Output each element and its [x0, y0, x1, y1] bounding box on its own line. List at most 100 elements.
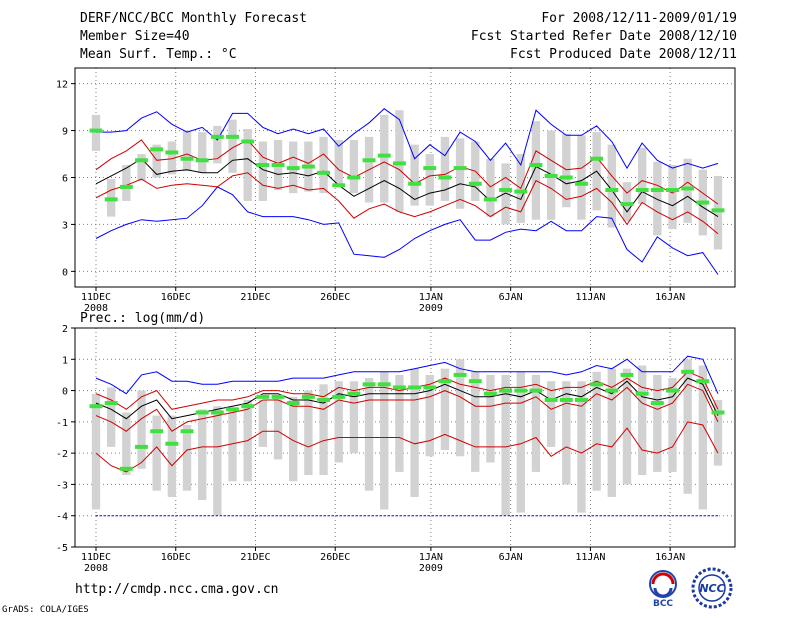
median-marker [271, 162, 285, 167]
spread-box [501, 374, 510, 516]
spread-box [289, 396, 298, 482]
median-marker [195, 158, 209, 163]
median-marker [256, 394, 270, 399]
x-tick-label: 16DEC [161, 552, 191, 563]
spread-box [713, 175, 723, 250]
median-marker [241, 404, 255, 409]
median-marker [317, 170, 331, 175]
x-tick-label: 16DEC [161, 292, 191, 303]
series-line-p25 [95, 383, 719, 432]
spread-box [91, 114, 101, 151]
forecast-started-date: Fcst Started Refer Date 2008/12/10 [470, 29, 737, 44]
median-marker [620, 202, 634, 207]
spread-box [137, 154, 146, 181]
ncc-logo: NCC [691, 567, 733, 609]
median-marker [377, 382, 391, 387]
spread-box [243, 129, 252, 201]
spread-box [455, 138, 465, 209]
spread-box [319, 384, 328, 476]
median-marker [392, 385, 406, 390]
spread-box [683, 359, 692, 494]
x-tick-label: 1JAN [419, 552, 443, 563]
spread-box [425, 374, 434, 457]
forecast-produced-date: Fcst Produced Date 2008/12/11 [510, 47, 737, 62]
website-url[interactable]: http://cmdp.ncc.cma.gov.cn [75, 582, 279, 597]
median-marker [696, 200, 710, 205]
median-marker [119, 184, 133, 189]
series-line-p25 [95, 172, 719, 235]
spread-box [167, 141, 177, 175]
y-tick-label: 0 [62, 387, 68, 398]
median-marker [347, 391, 361, 396]
x-tick-label: 11JAN [575, 552, 605, 563]
spread-box [122, 412, 131, 476]
median-marker [559, 175, 573, 180]
spread-box [516, 371, 525, 513]
spread-box [182, 424, 192, 491]
median-marker [301, 394, 315, 399]
spread-box [106, 387, 116, 447]
x-tick-label: 16JAN [655, 552, 685, 563]
median-marker [453, 372, 467, 377]
plot-frame [74, 67, 736, 288]
x-tick-label: 6JAN [499, 292, 523, 303]
y-tick-label: 1 [62, 355, 68, 366]
bcc-logo-text: BCC [653, 599, 673, 608]
spread-box [380, 114, 389, 203]
median-marker [650, 401, 664, 406]
spread-box [380, 371, 389, 510]
x-tick-label: 21DEC [240, 552, 270, 563]
median-marker [89, 404, 103, 409]
x-tick-year-label: 2008 [84, 303, 108, 314]
series-line-max [96, 108, 719, 170]
median-marker [620, 372, 634, 377]
spread-box [395, 374, 404, 472]
spread-box [198, 409, 207, 501]
x-tick-label: 26DEC [320, 552, 350, 563]
series-line-p75 [95, 371, 719, 410]
median-marker [499, 188, 513, 193]
precip-variable-label: Prec.: log(mm/d) [80, 311, 206, 326]
y-tick-label: -2 [56, 449, 68, 460]
spread-box [364, 378, 374, 491]
spread-box [592, 371, 601, 491]
y-tick-label: 12 [56, 80, 68, 91]
median-marker [241, 139, 255, 144]
median-marker [483, 391, 497, 396]
y-tick-label: 3 [62, 220, 68, 231]
spread-box [395, 110, 404, 212]
spread-box [531, 121, 541, 220]
variable-label: Mean Surf. Temp.: °C [80, 47, 237, 62]
median-marker [332, 394, 346, 399]
median-marker [438, 175, 452, 180]
spread-box [410, 368, 419, 497]
series-line-min [95, 186, 719, 275]
median-marker [408, 385, 422, 390]
spread-box [122, 164, 131, 201]
spread-box [486, 374, 495, 463]
median-marker [226, 407, 239, 412]
x-tick-year-label: 2009 [419, 563, 443, 574]
spread-box [683, 158, 692, 223]
spread-box [440, 136, 450, 201]
median-marker [135, 444, 148, 449]
spread-box [425, 154, 434, 206]
spread-box [334, 381, 343, 463]
spread-box [228, 409, 237, 482]
x-tick-label: 21DEC [240, 292, 270, 303]
y-tick-label: -3 [56, 480, 68, 491]
median-marker [89, 128, 103, 133]
median-marker [438, 379, 452, 384]
median-marker [544, 397, 558, 402]
median-marker [559, 397, 573, 402]
median-marker [392, 161, 406, 166]
spread-box [486, 158, 495, 217]
median-marker [590, 156, 604, 161]
median-marker [165, 150, 179, 155]
spread-box [577, 135, 586, 220]
y-tick-label: 6 [62, 174, 68, 185]
x-tick-label: 6JAN [499, 552, 523, 563]
median-marker [286, 401, 300, 406]
spread-box [152, 144, 161, 178]
median-marker [605, 188, 619, 193]
